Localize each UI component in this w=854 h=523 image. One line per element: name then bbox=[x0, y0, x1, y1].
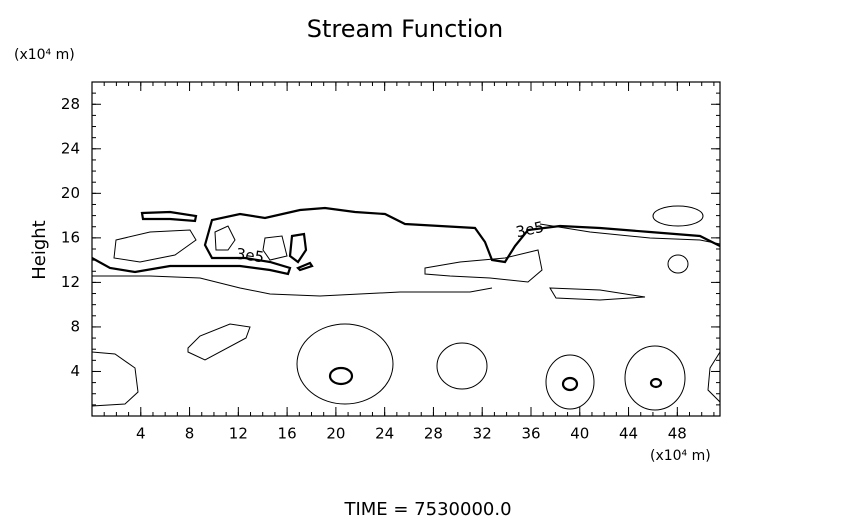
contour-line bbox=[436, 342, 488, 390]
x-tick-label: 8 bbox=[185, 425, 195, 443]
contour-line bbox=[140, 210, 198, 223]
x-tick-label: 12 bbox=[229, 425, 248, 443]
contour-label: 3e5 bbox=[235, 245, 266, 267]
y-tick-label: 4 bbox=[70, 362, 80, 380]
contour-line bbox=[707, 351, 721, 403]
contour-line bbox=[113, 229, 197, 263]
contour-line bbox=[424, 249, 543, 283]
y-tick-label: 16 bbox=[61, 228, 80, 246]
x-tick-label: 44 bbox=[619, 425, 638, 443]
plot-frame bbox=[91, 81, 721, 417]
footer: TIME = 7530000.0 bbox=[343, 499, 511, 519]
contour-line bbox=[549, 287, 646, 301]
y-tick-label: 24 bbox=[61, 139, 80, 157]
y-unit: (x10⁴ m) bbox=[14, 47, 75, 63]
contour-line bbox=[296, 261, 314, 272]
contour-line bbox=[649, 377, 663, 389]
contour-line bbox=[91, 351, 139, 407]
y-tick-label: 28 bbox=[61, 95, 80, 113]
x-tick-label: 20 bbox=[326, 425, 345, 443]
y-tick-label: 20 bbox=[61, 184, 80, 202]
x-tick-label: 32 bbox=[473, 425, 492, 443]
contour-line bbox=[288, 232, 308, 264]
contour-line bbox=[652, 205, 704, 227]
contour-line bbox=[92, 275, 493, 297]
contour-line bbox=[561, 376, 579, 392]
contours bbox=[91, 205, 721, 411]
contour-line bbox=[328, 366, 354, 386]
contour-line bbox=[187, 323, 251, 361]
contour-line bbox=[262, 235, 288, 261]
contour-label: 3e5 bbox=[514, 218, 545, 241]
contour-line bbox=[624, 345, 686, 411]
contour-line bbox=[667, 254, 689, 274]
contour-line bbox=[214, 225, 236, 251]
y-axis-label: Height bbox=[29, 220, 50, 280]
y-tick-label: 12 bbox=[61, 273, 80, 291]
x-tick-label: 16 bbox=[278, 425, 297, 443]
x-tick-label: 4 bbox=[136, 425, 146, 443]
contour-line bbox=[91, 206, 721, 276]
x-tick-label: 48 bbox=[668, 425, 687, 443]
x-unit: (x10⁴ m) bbox=[650, 448, 711, 464]
contour-line bbox=[539, 223, 721, 245]
x-tick-label: 28 bbox=[424, 425, 443, 443]
chart-title: Stream Function bbox=[307, 15, 504, 43]
x-tick-label: 40 bbox=[570, 425, 589, 443]
x-tick-label: 36 bbox=[521, 425, 540, 443]
y-tick-label: 8 bbox=[70, 317, 80, 335]
contour-line bbox=[545, 354, 595, 410]
contour-line bbox=[296, 323, 394, 405]
x-tick-label: 24 bbox=[375, 425, 394, 443]
